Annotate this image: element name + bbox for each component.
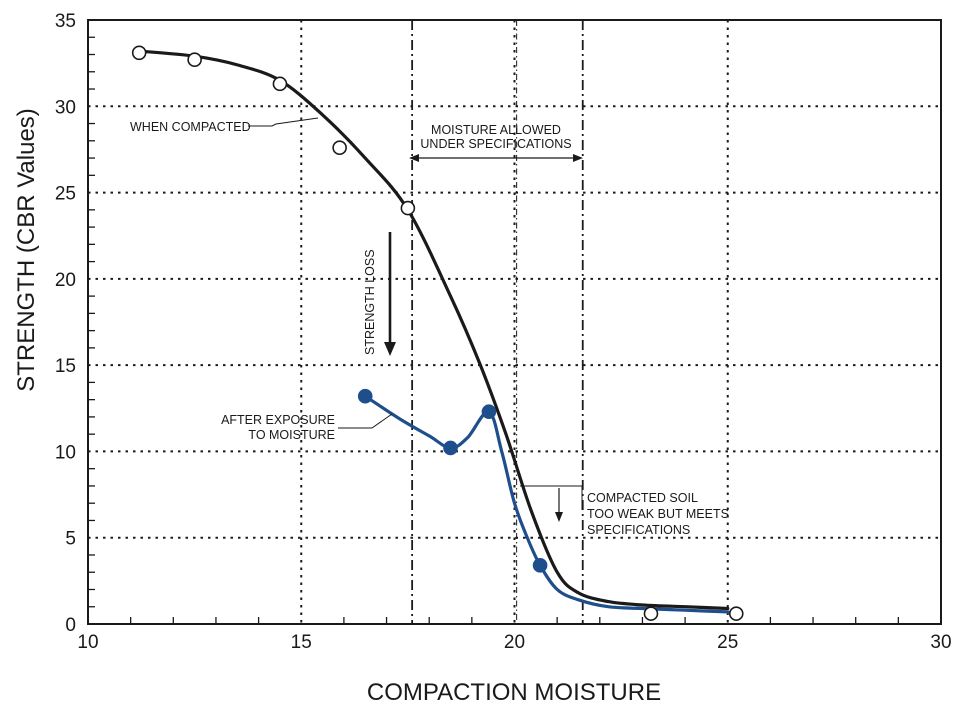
y-tick-label-25: 25 [55, 184, 76, 205]
annotation-strength-loss: STRENGTH LOSS [363, 249, 377, 355]
y-tick-label-5: 5 [65, 529, 76, 550]
series-1-point-6 [643, 606, 659, 621]
series-line-2 [363, 394, 730, 614]
x-tick-labels: 10 15 20 25 30 [77, 632, 951, 653]
strength-loss-arrowhead [384, 342, 396, 356]
minor-ticks [88, 36, 899, 624]
annotation-when-compacted: WHEN COMPACTED [130, 120, 251, 134]
x-axis-title: COMPACTION MOISTURE [367, 679, 661, 705]
x-tick-label-10: 10 [77, 632, 98, 653]
y-tick-label-35: 35 [55, 11, 76, 32]
leader-compacted-soil [520, 485, 583, 510]
series-1-point-4 [332, 140, 347, 156]
x-tick-label-15: 15 [291, 632, 312, 653]
x-tick-label-25: 25 [717, 632, 738, 653]
y-tick-label-30: 30 [55, 97, 76, 118]
series-layer [131, 45, 744, 621]
annotation-after-exposure-1: AFTER EXPOSURE [221, 413, 335, 427]
series-line-1 [137, 49, 730, 611]
series-2-point-3 [481, 404, 497, 420]
x-tick-label-20: 20 [504, 632, 525, 653]
annotation-moisture-allowed-2: UNDER SPECIFICATIONS [420, 137, 571, 151]
y-tick-label-0: 0 [65, 615, 76, 636]
annotation-after-exposure-2: TO MOISTURE [248, 428, 335, 442]
leader-after-exposure [338, 413, 393, 429]
y-tick-label-20: 20 [55, 270, 76, 291]
series-2-point-2 [443, 440, 458, 456]
series-1-point-3 [272, 76, 288, 92]
series-2-point-1 [357, 388, 373, 404]
annotation-moisture-allowed-1: MOISTURE ALLOWED [431, 123, 561, 137]
series-1-point-1 [131, 45, 147, 61]
series-1-point-7 [728, 606, 744, 621]
series-2-point-4 [532, 558, 548, 573]
series-1-point-5 [400, 200, 416, 216]
spec-limit-lines [411, 20, 584, 624]
annotations: WHEN COMPACTED MOISTURE ALLOWED UNDER SP… [130, 117, 729, 537]
leader-when-compacted [248, 117, 319, 127]
annotation-compacted-soil-2: TOO WEAK BUT MEETS [587, 507, 729, 521]
y-tick-label-15: 15 [55, 356, 76, 377]
series-1-point-2 [187, 52, 202, 67]
annotation-compacted-soil-1: COMPACTED SOIL [587, 491, 698, 505]
grid [88, 20, 941, 624]
plot-area-frame [87, 19, 942, 625]
compacted-soil-arrowhead [555, 512, 563, 522]
y-axis-title: STRENGTH (CBR Values) [13, 108, 40, 392]
x-tick-label-30: 30 [930, 632, 951, 653]
y-tick-labels: 0 5 10 15 20 25 30 35 [55, 11, 76, 636]
annotation-compacted-soil-3: SPECIFICATIONS [587, 523, 690, 537]
y-tick-label-10: 10 [55, 442, 76, 463]
